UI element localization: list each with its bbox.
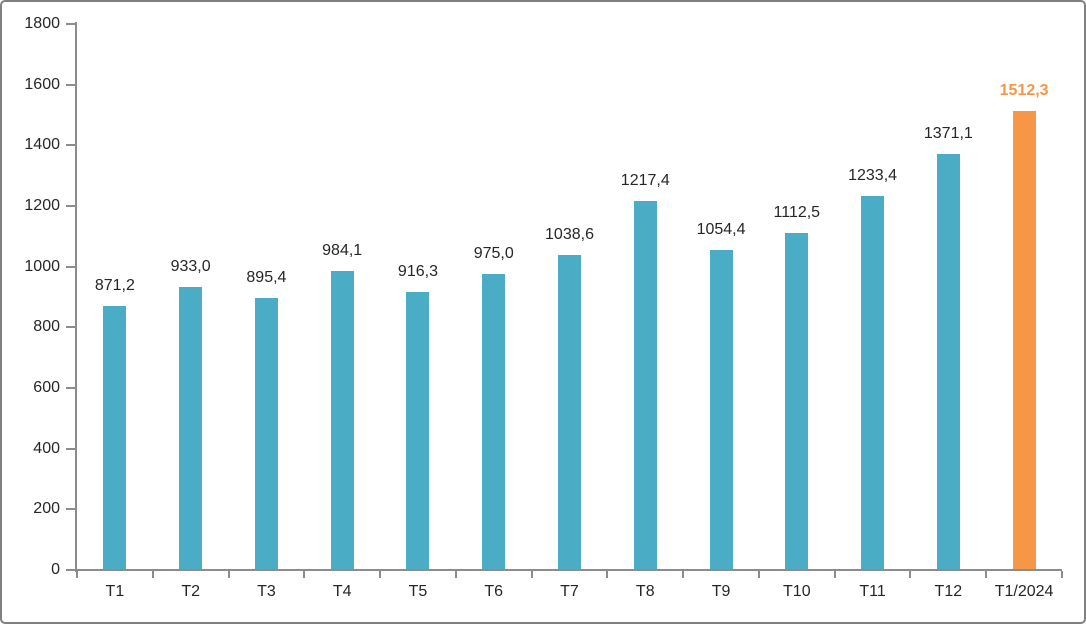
y-tick-mark [66,326,75,329]
bar-value-label: 1371,1 [923,125,973,143]
y-tick-mark [66,83,75,86]
x-tick-mark [909,571,912,578]
y-tick-label: 1200 [24,197,60,214]
y-tick-label: 1800 [24,15,60,32]
bar [254,298,278,569]
bar [785,232,809,569]
x-tick-label: T10 [783,583,811,600]
bar [179,286,203,569]
y-tick-mark [66,265,75,268]
x-tick-mark [682,571,685,578]
x-tick-mark [379,571,382,578]
x-tick-mark [985,571,988,578]
bar [709,250,733,569]
bar-value-label: 984,1 [322,242,363,260]
bar-value-label: 1112,5 [773,203,821,221]
bar-value-label: 1512,3 [999,82,1049,100]
bar-value-label: 916,3 [397,263,438,281]
y-tick-label: 800 [33,318,60,336]
y-tick-mark [66,387,75,389]
y-tick-label: 200 [33,500,60,518]
y-tick-label: 600 [33,379,60,396]
x-tick-mark [757,571,760,578]
x-tick-mark [454,571,457,578]
x-tick-label: T9 [711,583,731,600]
bar-value-label: 1054,4 [696,221,746,239]
x-tick-mark [76,571,78,578]
bar-value-label: 933,0 [170,257,211,275]
y-tick-mark [66,569,75,571]
bar-value-label: 1217,4 [620,171,670,189]
y-tick-mark [66,144,75,147]
x-tick-label: T7 [560,583,579,600]
x-tick-mark [606,571,609,578]
x-tick-mark [833,571,836,578]
x-tick-mark [1061,571,1063,578]
x-tick-mark [151,571,154,578]
x-tick-label: T12 [934,583,963,600]
y-tick-mark [66,508,75,511]
bar [633,200,657,569]
x-tick-label: T2 [181,583,200,600]
x-tick-label: T3 [257,583,276,600]
x-tick-label: T8 [635,583,655,600]
x-tick-label: T11 [859,583,886,600]
x-axis-line [75,569,1062,571]
y-tick-mark [66,23,75,25]
bar-value-label: 1038,6 [545,225,594,243]
bar-value-label: 1233,4 [848,166,898,184]
y-tick-mark [66,447,75,450]
x-tick-mark [530,571,533,578]
y-tick-label: 0 [51,561,60,578]
x-tick-label: T5 [408,583,428,600]
x-tick-mark [303,571,306,578]
bar [861,195,885,569]
bar-value-label: 871,2 [94,276,135,294]
bar [406,292,430,569]
y-tick-label: 1400 [24,136,60,154]
bar [482,274,506,569]
x-tick-label: T1/2024 [994,583,1054,600]
x-tick-label: T1 [105,583,125,600]
x-tick-label: T4 [332,583,352,600]
y-tick-label: 400 [33,439,60,457]
bar [330,271,354,569]
bar [558,254,581,569]
y-tick-label: 1600 [24,75,60,93]
bar-value-label: 895,4 [246,269,287,287]
bar-highlight [1012,111,1036,569]
y-tick-mark [66,205,75,207]
bar [936,154,960,569]
bar [103,305,127,569]
x-tick-mark [227,571,230,578]
x-tick-label: T6 [484,583,504,600]
y-tick-label: 1000 [24,257,60,275]
y-axis-line [75,22,77,572]
bar-value-label: 975,0 [473,245,514,263]
